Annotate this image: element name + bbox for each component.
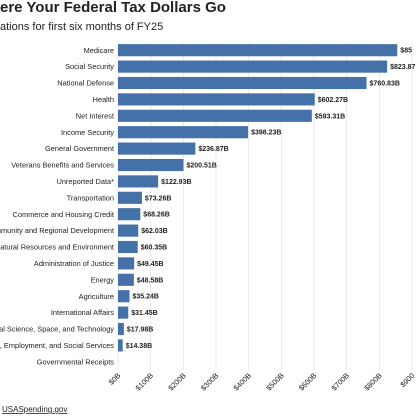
value-label: $68.26B (143, 212, 169, 219)
bar (118, 175, 159, 188)
bar (118, 208, 141, 221)
bar (118, 109, 312, 122)
x-tick-label: $0B (107, 371, 123, 387)
y-tick-label: Income Security (61, 128, 114, 137)
bar (118, 322, 124, 336)
x-tick-label: $200B (166, 371, 188, 393)
bar (118, 93, 315, 106)
x-tick-label: $100B (134, 371, 156, 393)
y-tick-label: mmunity and Regional Development (0, 226, 114, 235)
bar (118, 76, 367, 90)
x-tick-label: $800B (362, 371, 384, 393)
x-tick-label: $400B (232, 371, 254, 393)
y-tick-label: Veterans Benefits and Services (11, 161, 114, 170)
value-label: $200.51B (186, 163, 216, 170)
bar (118, 290, 130, 303)
bar (118, 191, 142, 204)
bar (118, 126, 249, 139)
y-tick-label: Unreported Data* (56, 177, 114, 186)
y-tick-label: Agriculture (79, 292, 114, 301)
value-label: $236.87B (198, 146, 228, 153)
y-tick-label: General Government (45, 144, 114, 153)
value-label: $398.23B (251, 130, 281, 137)
value-label: $48.58B (137, 277, 163, 284)
chart-subtitle: ations for first six months of FY25 (0, 21, 163, 33)
value-label: $85 (400, 48, 412, 55)
value-label: $823.87 (390, 64, 415, 71)
x-tick-label: $600B (297, 371, 319, 393)
y-tick-label: Health (93, 95, 114, 104)
y-tick-label: Governmental Receipts (37, 357, 115, 366)
value-label: $73.26B (145, 195, 171, 202)
x-tick-label: $700B (330, 371, 352, 393)
x-tick-label: $300B (199, 371, 221, 393)
x-tick-label: $900 (398, 371, 416, 389)
bar (118, 240, 138, 254)
y-tick-label: Net Interest (76, 111, 114, 120)
source-link[interactable]: USASpending.gov (2, 405, 67, 414)
y-tick-label: Transportation (67, 193, 114, 202)
y-tick-label: Administration of Justice (34, 259, 114, 268)
bar (118, 339, 123, 352)
value-label: $122.93B (161, 179, 191, 186)
y-tick-label: eral Science, Space, and Technology (0, 325, 114, 334)
value-label: $31.45B (131, 310, 157, 317)
bar (118, 273, 134, 286)
y-tick-label: Natural Resources and Environment (0, 243, 114, 252)
bar (118, 44, 398, 57)
y-tick-label: on, Training, Employment, and Social Ser… (0, 341, 114, 350)
chart-title: ere Your Federal Tax Dollars Go (0, 0, 226, 16)
y-tick-label: International Affairs (51, 308, 114, 317)
y-tick-label: Social Security (65, 62, 114, 71)
y-tick-label: Commerce and Housing Credit (13, 210, 114, 219)
bar (118, 224, 139, 237)
y-tick-label: National Defense (57, 79, 114, 88)
value-label: $60.35B (141, 245, 167, 252)
bar (118, 306, 129, 319)
y-tick-label: Energy (91, 275, 115, 284)
value-label: $760.83B (370, 81, 400, 88)
y-tick-label: Medicare (84, 46, 114, 55)
value-label: $593.31B (315, 113, 345, 120)
bar (118, 142, 196, 155)
value-label: $17.98B (127, 327, 153, 334)
bar (118, 60, 388, 73)
value-label: $602.27B (318, 97, 348, 104)
value-label: $35.24B (133, 294, 159, 301)
value-label: $14.38B (126, 343, 152, 350)
bar (118, 158, 184, 172)
bar (118, 257, 135, 270)
value-label: $49.45B (137, 261, 163, 268)
value-label: $62.03B (141, 228, 167, 235)
x-tick-label: $500B (264, 371, 286, 393)
